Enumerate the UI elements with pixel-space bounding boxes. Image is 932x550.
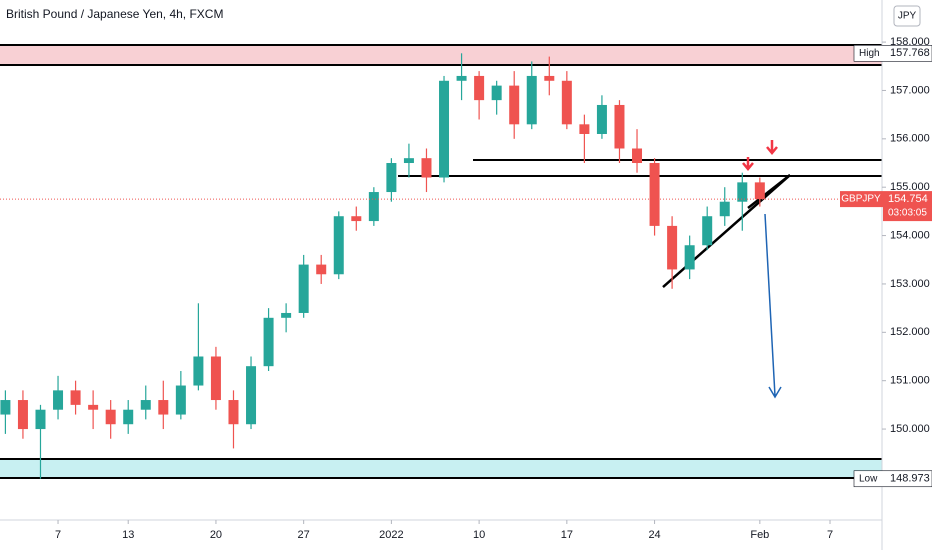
y-tick-label: 150.000: [890, 423, 930, 435]
arrow-down: [742, 157, 754, 171]
price-tag-countdown: 03:03:05: [888, 208, 927, 219]
y-tick-label: 153.000: [890, 278, 930, 290]
x-tick-label: 13: [122, 529, 134, 541]
candle-body: [403, 158, 414, 164]
candle-body: [719, 201, 730, 217]
arrow-down: [766, 140, 778, 155]
trend-line: [747, 174, 791, 209]
candle-body: [175, 385, 186, 415]
candle-body: [281, 312, 292, 318]
y-tick-label: 154.000: [890, 229, 930, 241]
candles: [0, 53, 765, 479]
projection-arrow: [764, 213, 782, 399]
y-tick-label: 158.000: [890, 36, 930, 48]
candle-body: [246, 366, 257, 425]
y-tick-label: 156.000: [890, 133, 930, 145]
currency-button[interactable]: [893, 5, 921, 27]
candle-body: [0, 400, 11, 415]
x-tick-label: 10: [473, 529, 485, 541]
y-tick-label: 151.000: [890, 375, 930, 387]
candle-body: [614, 104, 625, 149]
candle-body: [526, 75, 537, 125]
candle-body: [123, 409, 134, 425]
symbol-tag-label: GBPJPY: [841, 194, 881, 205]
candle-body: [88, 404, 99, 410]
candle-body: [632, 148, 643, 164]
x-tick-label: 17: [561, 529, 573, 541]
candle-body: [298, 264, 309, 313]
x-tick-label: 27: [298, 529, 310, 541]
candle-body: [421, 158, 432, 178]
candle-body: [702, 216, 713, 246]
candle-body: [333, 216, 344, 275]
candle-body: [579, 124, 590, 134]
y-tick-label: 152.000: [890, 326, 930, 338]
candle-body: [210, 356, 221, 401]
candle-body: [596, 104, 607, 134]
candle-body: [53, 390, 64, 410]
candle-body: [684, 245, 695, 270]
candle-body: [491, 85, 502, 101]
x-tick-label: 7: [55, 529, 61, 541]
candle-body: [368, 192, 379, 222]
low-tag-value: 148.973: [890, 473, 930, 485]
high-tag-label: High: [859, 48, 880, 59]
candle-body: [70, 390, 81, 405]
y-tick-label: 157.000: [890, 84, 930, 96]
candle-body: [263, 317, 274, 367]
candle-body: [351, 216, 362, 222]
x-tick-label: 7: [827, 529, 833, 541]
price-tag-value: 154.754: [888, 193, 928, 205]
x-tick-label: 24: [648, 529, 660, 541]
candle-body: [561, 80, 572, 125]
high-tag-value: 157.768: [890, 47, 930, 59]
candle-body: [544, 75, 555, 81]
candle-body: [649, 163, 660, 226]
trend-line: [662, 174, 791, 288]
candle-body: [474, 75, 485, 101]
candle-body: [667, 225, 678, 270]
candle-body: [386, 163, 397, 193]
candle-body: [439, 80, 450, 178]
x-tick-label: 2022: [379, 529, 403, 541]
y-tick-label: 155.000: [890, 181, 930, 193]
candle-body: [140, 400, 151, 410]
candle-body: [456, 75, 467, 81]
currency-label[interactable]: JPY: [898, 11, 917, 22]
candle-body: [509, 85, 520, 125]
low-tag-label: Low: [859, 473, 878, 484]
candle-body: [35, 409, 46, 430]
candle-body: [105, 409, 116, 425]
candle-body: [158, 400, 169, 415]
price-tag: [883, 191, 932, 222]
symbol-tag: [840, 191, 883, 208]
candle-body: [737, 182, 748, 202]
chart-title: British Pound / Japanese Yen, 4h, FXCM: [6, 7, 223, 21]
support-zone: [0, 459, 882, 478]
resistance-zone: [0, 45, 882, 65]
candle-body: [316, 264, 327, 275]
candle-body: [193, 356, 204, 386]
x-tick-label: Feb: [750, 529, 769, 541]
x-tick-label: 20: [210, 529, 222, 541]
high-tag-box: [853, 45, 932, 62]
candle-body: [17, 400, 28, 430]
candle-body: [228, 400, 239, 425]
candle-body: [754, 182, 765, 200]
low-tag-box: [853, 470, 932, 488]
